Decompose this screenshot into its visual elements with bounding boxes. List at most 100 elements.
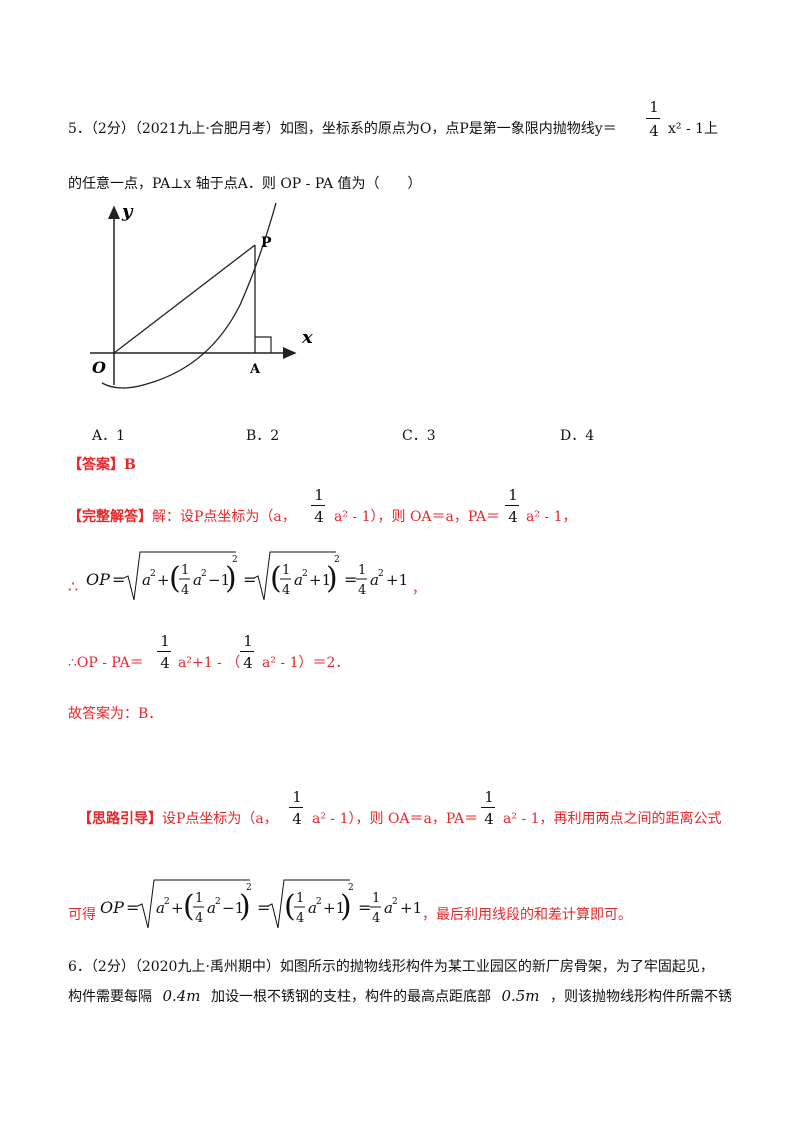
svg-text:+: +	[171, 899, 184, 917]
op-formula: OP = a 2 + ( 1 4 a 2 −1 ) 2 = ( 1 4 a 2 …	[86, 551, 408, 601]
svg-text:2: 2	[164, 897, 170, 907]
svg-text:1: 1	[372, 891, 380, 906]
solution-line1-a: 解：设P点坐标为（a，	[152, 509, 296, 525]
sol1-frac1-den: 4	[314, 508, 324, 526]
svg-text:a: a	[384, 899, 393, 917]
q5-line1-tail: x² - 1上	[668, 121, 719, 137]
svg-text:+1: +1	[309, 571, 331, 589]
svg-text:a: a	[142, 571, 151, 589]
q5-line2: 的任意一点，PA⊥x 轴于点A．则 OP - PA 值为（ ）	[68, 176, 422, 192]
q6-line2-c: ，则该抛物线形构件所需不锈	[550, 989, 732, 1005]
answer-value: B	[124, 457, 136, 473]
q6-line2-b: 加设一根不锈钢的支柱，构件的最高点距底部	[211, 989, 491, 1005]
x-axis-label: x	[301, 327, 313, 348]
hint-frac2-bar	[481, 807, 495, 808]
solution-line3-c: a² - 1）＝2．	[262, 655, 350, 671]
svg-text:+1: +1	[400, 899, 422, 917]
svg-text:a: a	[156, 899, 165, 917]
svg-text:1: 1	[358, 563, 366, 578]
hint-frac1-den: 4	[292, 810, 302, 828]
answer-tag: 【答案】	[68, 457, 124, 473]
sol3-frac2-den: 4	[243, 654, 253, 672]
svg-text:a: a	[207, 899, 216, 917]
sol2-therefore: ∴	[68, 577, 79, 596]
svg-text:a: a	[193, 571, 202, 589]
hint-frac2-den: 4	[484, 810, 494, 828]
svg-text:a: a	[370, 571, 379, 589]
q6-val2: 0.5m	[501, 987, 540, 1005]
svg-text:2: 2	[316, 897, 322, 907]
option-d: D．4	[560, 428, 595, 444]
hint-frac2-num: 1	[484, 788, 494, 806]
sol3-frac1-bar	[157, 651, 171, 652]
svg-text:1: 1	[181, 563, 189, 578]
q6-line1: 6．（2分）（2020九上·禹州期中）如图所示的抛物线形构件为某工业园区的新厂房…	[68, 959, 714, 975]
svg-text:1: 1	[296, 891, 304, 906]
hint-line1: 【思路引导】设P点坐标为（a，	[78, 810, 278, 828]
right-angle-mark	[255, 336, 272, 353]
svg-text:OP: OP	[86, 570, 110, 589]
svg-text:2: 2	[392, 897, 398, 907]
svg-text:2: 2	[215, 897, 221, 907]
svg-text:=: =	[112, 570, 125, 589]
svg-text:2: 2	[150, 569, 156, 579]
solution-line1-b: a² - 1），则 OA＝a，PA＝	[334, 509, 501, 525]
hint-frac1-num: 1	[292, 788, 302, 806]
svg-text:2: 2	[334, 555, 340, 565]
q6-line2-a: 构件需要每隔	[68, 989, 152, 1005]
svg-text:4: 4	[372, 911, 380, 926]
svg-text:=: =	[257, 898, 270, 917]
solution-tag: 【完整解答】	[68, 509, 152, 525]
svg-text:): )	[326, 561, 338, 596]
solution-line3-a: ∴OP - PA＝	[68, 655, 144, 671]
hint2-tail: ，最后利用线段的和差计算即可。	[422, 907, 632, 923]
q5-frac-bar	[646, 118, 660, 119]
sol1-frac1-bar	[311, 505, 325, 506]
q5-line1: 5．（2分）（2021九上·合肥月考）如图，坐标系的原点为O，点P是第一象限内抛…	[68, 121, 617, 137]
hint-op-formula: OP = a 2 + ( 1 4 a 2 −1 ) 2 = ( 1 4 a 2 …	[100, 879, 422, 929]
svg-text:2: 2	[378, 569, 384, 579]
solution-line3-b: a²+1 - （	[178, 655, 241, 671]
hint-b: a² - 1），则 OA＝a，PA＝	[312, 811, 479, 827]
sol3-frac2-bar	[240, 651, 254, 652]
svg-text:4: 4	[181, 583, 189, 598]
sol3-frac1-den: 4	[160, 654, 170, 672]
svg-text:2: 2	[201, 569, 207, 579]
svg-text:+1: +1	[386, 571, 408, 589]
sol3-frac1-num: 1	[160, 632, 170, 650]
answer-line: 【答案】B	[68, 456, 136, 474]
svg-text:=: =	[344, 570, 357, 589]
option-c: C．3	[402, 428, 436, 444]
svg-text:1: 1	[282, 563, 290, 578]
q6-line2: 构件需要每隔 0.4m 加设一根不锈钢的支柱，构件的最高点距底部 0.5m ，则…	[68, 987, 732, 1006]
hint-tag: 【思路引导】	[78, 811, 162, 827]
q5-frac-den: 4	[649, 122, 659, 140]
hint-a: 设P点坐标为（a，	[162, 811, 278, 827]
svg-text:(: (	[284, 889, 296, 924]
svg-text:2: 2	[348, 883, 354, 893]
sol1-frac1-num: 1	[314, 486, 324, 504]
svg-text:4: 4	[296, 911, 304, 926]
solution-line1-c: a² - 1，	[526, 509, 577, 525]
svg-text:−1: −1	[222, 899, 244, 917]
svg-text:1: 1	[195, 891, 203, 906]
point-a-label: A	[249, 362, 261, 377]
q5-frac-num: 1	[649, 98, 659, 116]
parabola-curve	[101, 202, 277, 389]
segment-op	[113, 244, 256, 354]
svg-text:2: 2	[232, 555, 238, 565]
svg-text:): )	[239, 889, 251, 924]
svg-text:=: =	[358, 898, 371, 917]
svg-text:4: 4	[195, 911, 203, 926]
y-axis-label: y	[121, 201, 134, 222]
sol2-comma: ，	[412, 581, 426, 597]
svg-text:4: 4	[358, 583, 366, 598]
hint2-prefix: 可得	[68, 907, 96, 923]
svg-text:(: (	[270, 561, 282, 596]
solution-line4: 故答案为：B．	[68, 706, 163, 722]
point-p-label: P	[261, 235, 272, 251]
svg-text:−1: −1	[208, 571, 230, 589]
svg-text:2: 2	[302, 569, 308, 579]
svg-text:OP: OP	[100, 898, 124, 917]
origin-label: O	[92, 358, 106, 377]
